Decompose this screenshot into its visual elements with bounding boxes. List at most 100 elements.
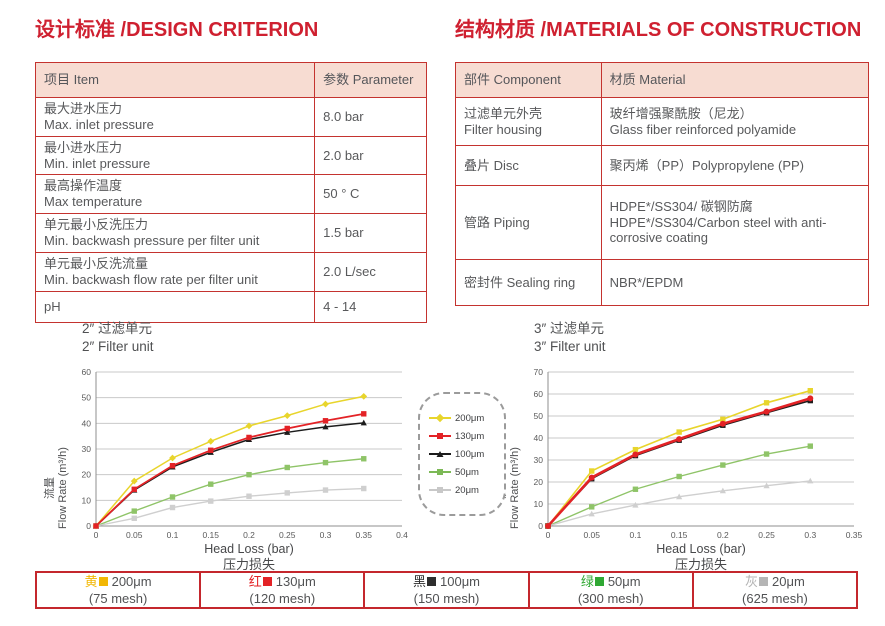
material-cell: HDPE*/SS304/ 碳钢防腐 HDPE*/SS304/Carbon stee… xyxy=(600,185,870,260)
mesh-count: (75 mesh) xyxy=(88,591,148,606)
mesh-count: (625 mesh) xyxy=(742,591,808,606)
mesh-cell-red: 红 130μm (120 mesh) xyxy=(199,573,363,607)
item-zh: pH xyxy=(44,298,61,314)
chart-title-zh: 3″ 过滤单元 xyxy=(534,321,605,336)
legend-line xyxy=(429,469,451,475)
svg-text:0.4: 0.4 xyxy=(396,530,408,540)
parameter-cell: 2.0 L/sec xyxy=(314,251,427,292)
chart-legend-box: 200μm 130μm 100μm 50μm 20μm xyxy=(418,392,506,516)
svg-text:20: 20 xyxy=(534,477,544,487)
color-name-zh: 灰 xyxy=(745,573,759,589)
design-criterion-table: 项目 Item 参数 Parameter 最大进水压力 Max. inlet pr… xyxy=(34,62,427,323)
table-row: 最大进水压力 Max. inlet pressure 8.0 bar xyxy=(34,97,427,137)
micron-size: 50μm xyxy=(607,573,641,589)
material-en: Glass fiber reinforced polyamide xyxy=(609,121,797,137)
svg-text:60: 60 xyxy=(82,367,92,377)
item-zh: 单元最小反洗流量 xyxy=(44,255,149,271)
column-header-material: 材质 Material xyxy=(600,62,870,98)
svg-text:70: 70 xyxy=(534,367,544,377)
triangle-marker-icon xyxy=(436,451,444,457)
design-criterion-heading: 设计标准 /DESIGN CRITERION xyxy=(35,19,319,41)
item-en: Min. inlet pressure xyxy=(44,155,151,171)
table-row: 密封件 Sealing ring NBR*/EPDM xyxy=(455,259,870,306)
material-en: HDPE*/SS304/Carbon steel with anti-corro… xyxy=(609,214,827,246)
svg-text:60: 60 xyxy=(534,389,544,399)
svg-text:0.2: 0.2 xyxy=(717,530,729,540)
legend-line xyxy=(429,433,451,439)
svg-text:10: 10 xyxy=(534,499,544,509)
material-zh: 玻纤增强聚酰胺（尼龙） xyxy=(609,105,753,121)
micron-size: 20μm xyxy=(772,573,805,589)
parameter-cell: 2.0 bar xyxy=(314,135,427,176)
y-axis-label-zh: 流量 xyxy=(44,476,56,499)
legend-line xyxy=(429,413,451,423)
parameter-cell: 50 ° C xyxy=(314,174,427,215)
svg-text:0.3: 0.3 xyxy=(320,530,332,540)
svg-text:0.25: 0.25 xyxy=(758,530,775,540)
svg-text:30: 30 xyxy=(534,455,544,465)
column-header-parameter: 参数 Parameter xyxy=(314,62,427,98)
mesh-size-line: 灰 20μm xyxy=(745,573,805,590)
svg-text:0.35: 0.35 xyxy=(846,530,863,540)
svg-text:0.25: 0.25 xyxy=(279,530,296,540)
svg-text:0.2: 0.2 xyxy=(243,530,255,540)
chart-svg-holder: 0 10 20 30 40 50 60 0 0.05 0.1 0.15 0.2 0.25 0.3 0.35 0… xyxy=(40,364,470,548)
svg-text:0.05: 0.05 xyxy=(583,530,600,540)
item-zh: 最高操作温度 xyxy=(44,178,123,194)
table-row: 管路 Piping HDPE*/SS304/ 碳钢防腐 HDPE*/SS304/C… xyxy=(455,185,870,260)
legend-entry: 100μm xyxy=(429,449,495,460)
color-swatch-icon xyxy=(427,576,436,586)
svg-text:30: 30 xyxy=(82,444,92,454)
svg-text:0: 0 xyxy=(86,521,91,531)
table-header-row: 部件 Component 材质 Material xyxy=(455,62,870,98)
flow-chart-3inch: 3″ 过滤单元 3″ Filter unit 流量 Flow Rate (m³/… xyxy=(492,320,885,580)
table-row: 单元最小反洗压力 Min. backwash pressure per filte… xyxy=(34,213,427,253)
svg-text:0: 0 xyxy=(538,521,543,531)
mesh-cell-yellow: 黄 200μm (75 mesh) xyxy=(37,573,199,607)
component-zh: 密封件 Sealing ring xyxy=(464,274,576,290)
component-zh: 叠片 Disc xyxy=(464,157,519,173)
mesh-cell-green: 绿 50μm (300 mesh) xyxy=(527,573,692,607)
parameter-cell: 8.0 bar xyxy=(314,97,427,137)
table-row: pH 4 - 14 xyxy=(34,290,427,323)
item-cell: 单元最小反洗流量 Min. backwash flow rate per filt… xyxy=(34,251,316,292)
svg-text:0: 0 xyxy=(94,530,99,540)
item-cell: 最小进水压力 Min. inlet pressure xyxy=(34,135,316,176)
svg-text:40: 40 xyxy=(534,433,544,443)
materials-of-construction-heading: 结构材质 /MATERIALS OF CONSTRUCTION xyxy=(455,19,862,41)
item-zh: 最小进水压力 xyxy=(44,139,123,155)
svg-text:0.35: 0.35 xyxy=(355,530,372,540)
component-en: Filter housing xyxy=(464,121,543,137)
color-name-zh: 绿 xyxy=(580,573,594,589)
item-cell: 单元最小反洗压力 Min. backwash pressure per filte… xyxy=(34,213,316,253)
chart-title-zh: 2″ 过滤单元 xyxy=(82,321,153,336)
material-cell: 聚丙烯（PP）Polypropylene (PP) xyxy=(600,145,870,186)
mesh-size-line: 红 130μm xyxy=(249,573,316,590)
mesh-size-line: 绿 50μm xyxy=(581,573,641,590)
item-en: Min. backwash pressure per filter unit xyxy=(44,233,260,249)
color-swatch-icon xyxy=(98,576,108,586)
svg-text:0.3: 0.3 xyxy=(804,530,816,540)
component-cell: 叠片 Disc xyxy=(455,145,602,186)
color-name-zh: 黄 xyxy=(84,573,98,589)
table-row: 叠片 Disc 聚丙烯（PP）Polypropylene (PP) xyxy=(455,145,870,186)
svg-text:0.1: 0.1 xyxy=(167,530,179,540)
table-row: 最小进水压力 Min. inlet pressure 2.0 bar xyxy=(34,135,427,176)
chart-svg-holder: 0 10 20 30 40 50 60 70 0 0.05 0.1 0.15 0.2 0.25 0.3 0.3… xyxy=(492,364,885,548)
legend-entry: 130μm xyxy=(429,431,495,442)
table-header-row: 项目 Item 参数 Parameter xyxy=(34,62,427,98)
x-axis-label-en: Head Loss (bar) xyxy=(656,541,746,556)
chart-title: 3″ 过滤单元 3″ Filter unit xyxy=(534,320,885,356)
micron-size: 100μm xyxy=(440,573,481,589)
legend-label: 200μm xyxy=(455,412,485,424)
component-cell: 管路 Piping xyxy=(455,185,602,260)
item-cell: pH xyxy=(34,290,316,323)
legend-label: 130μm xyxy=(455,430,485,442)
color-swatch-icon xyxy=(594,576,604,586)
x-axis-label: Head Loss (bar) 压力损失 xyxy=(521,542,881,574)
legend-entry: 20μm xyxy=(429,485,495,496)
legend-line xyxy=(429,487,451,493)
column-header-item: 项目 Item xyxy=(34,62,316,98)
svg-text:50: 50 xyxy=(82,392,92,402)
